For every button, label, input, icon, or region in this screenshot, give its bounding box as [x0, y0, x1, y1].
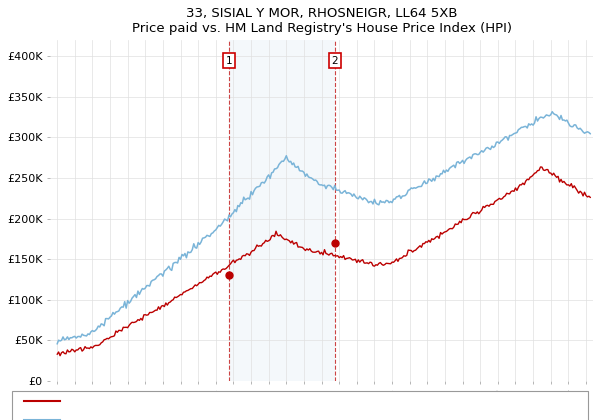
- Bar: [229, 40, 335, 381]
- Text: 2: 2: [331, 55, 338, 66]
- Title: 33, SISIAL Y MOR, RHOSNEIGR, LL64 5XB
Price paid vs. HM Land Registry's House Pr: 33, SISIAL Y MOR, RHOSNEIGR, LL64 5XB Pr…: [131, 7, 512, 35]
- Text: HPI: Average price, detached house, Isle of Anglesey: HPI: Average price, detached house, Isle…: [66, 415, 341, 420]
- Text: 33, SISIAL Y MOR, RHOSNEIGR, LL64 5XB (detached house): 33, SISIAL Y MOR, RHOSNEIGR, LL64 5XB (d…: [66, 396, 374, 406]
- Text: 1: 1: [226, 55, 232, 66]
